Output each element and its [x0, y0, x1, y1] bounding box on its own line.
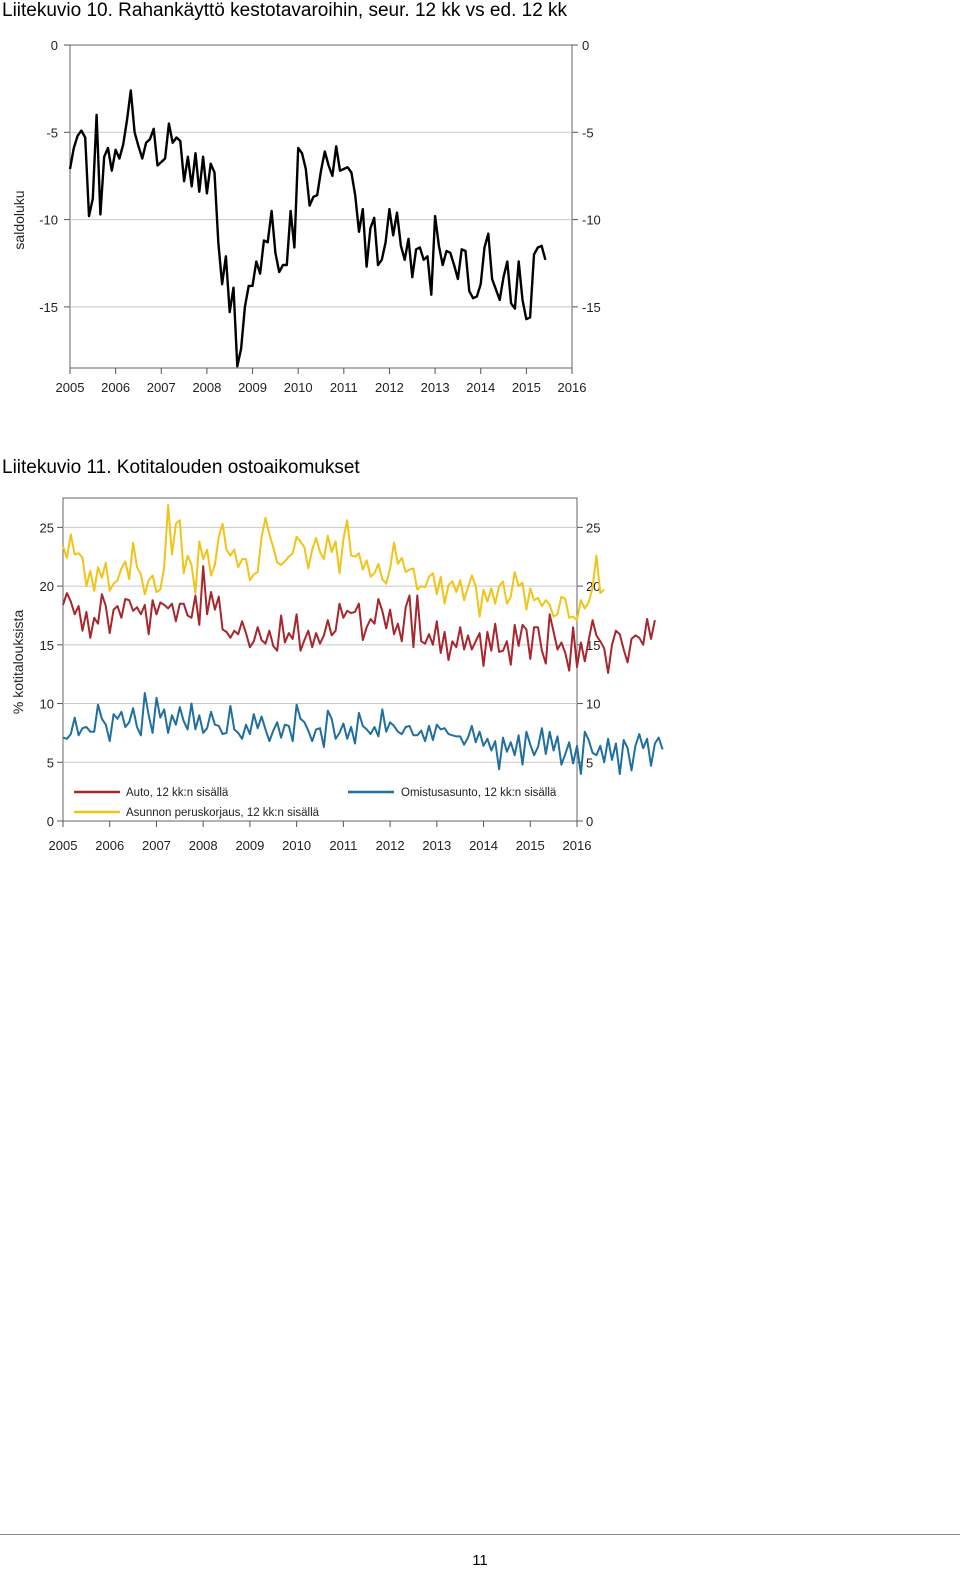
y-tick-labels-right: 0 -5 -10 -15 — [582, 38, 601, 315]
page-number: 11 — [472, 1552, 488, 1569]
y-tick-label: 0 — [51, 38, 58, 53]
x-tick-label: 2010 — [282, 838, 311, 853]
x-tick-label: 2005 — [49, 838, 78, 853]
plot-frame — [62, 497, 578, 822]
x-tick-label: 2010 — [284, 380, 313, 395]
y-tick-labels-left: 0 5 10 15 20 25 — [40, 520, 54, 829]
x-tick-label: 2015 — [512, 380, 541, 395]
y-tick-label: -5 — [582, 125, 594, 140]
y-tick-label: -10 — [39, 213, 58, 228]
x-tick-label: 2008 — [192, 380, 221, 395]
x-tick-labels: 2005 2006 2007 2008 2009 2010 2011 2012 2013 2014… — [49, 838, 592, 853]
tick-marks — [57, 526, 583, 827]
x-tick-label: 2013 — [421, 380, 450, 395]
x-tick-label: 2013 — [422, 838, 451, 853]
x-tick-label: 2016 — [558, 380, 587, 395]
series-line-asunnon-peruskorjaus — [62, 504, 605, 622]
y-tick-label: 0 — [47, 814, 54, 829]
x-tick-label: 2011 — [330, 380, 358, 395]
y-axis-title: % kotitalouksista — [10, 610, 26, 714]
x-tick-label: 2014 — [469, 838, 498, 853]
y-tick-label: -10 — [582, 213, 601, 228]
figure-10-title: Liitekuvio 10. Rahankäyttö kestotavaroih… — [2, 0, 568, 21]
series-line-omistusasunto — [62, 692, 664, 775]
y-tick-label: -5 — [46, 125, 58, 140]
tick-marks — [64, 44, 578, 374]
x-tick-label: 2009 — [238, 380, 267, 395]
y-tick-label: -15 — [582, 300, 601, 315]
x-tick-label: 2008 — [189, 838, 218, 853]
x-tick-label: 2015 — [516, 838, 545, 853]
x-tick-label: 2012 — [375, 380, 404, 395]
series-lines — [68, 89, 547, 368]
x-tick-label: 2006 — [101, 380, 130, 395]
y-tick-label: 25 — [586, 520, 600, 535]
y-tick-label: 0 — [582, 38, 589, 53]
y-tick-label: 0 — [586, 814, 593, 829]
y-tick-labels-left: 0 -5 -10 -15 — [39, 38, 58, 315]
x-tick-label: 2006 — [95, 838, 124, 853]
x-tick-label: 2014 — [466, 380, 495, 395]
y-tick-label: 10 — [40, 697, 54, 712]
y-tick-label: 25 — [40, 520, 54, 535]
series-lines — [62, 504, 664, 775]
x-tick-label: 2016 — [563, 838, 592, 853]
plot-frame — [69, 44, 573, 369]
figure-11-title: Liitekuvio 11. Kotitalouden ostoaikomuks… — [2, 457, 360, 478]
x-tick-label: 2007 — [142, 838, 171, 853]
series-line-saldoluku — [68, 89, 547, 368]
x-tick-label: 2009 — [235, 838, 264, 853]
x-tick-label: 2007 — [147, 380, 176, 395]
y-tick-label: 10 — [586, 697, 600, 712]
y-tick-label: 5 — [47, 755, 54, 770]
y-tick-label: 20 — [40, 579, 54, 594]
y-axis-title: saldoluku — [11, 190, 27, 249]
y-tick-label: 15 — [40, 638, 54, 653]
legend: Auto, 12 kk:n sisällä Omistusasunto, 12 … — [74, 787, 557, 819]
y-tick-label: 5 — [586, 755, 593, 770]
series-line-auto — [62, 565, 656, 674]
y-tick-label: -15 — [39, 300, 58, 315]
legend-label-auto: Auto, 12 kk:n sisällä — [126, 787, 229, 799]
x-tick-label: 2011 — [329, 838, 357, 853]
chart-liitekuvio-10: 0 -5 -10 -15 0 -5 -10 -15 2005 2006 2007 2008 2009… — [11, 38, 601, 395]
legend-label-peruskorjaus: Asunnon peruskorjaus, 12 kk:n sisällä — [126, 807, 320, 819]
x-tick-labels: 2005 2006 2007 2008 2009 2010 2011 2012 2013 2014… — [56, 380, 587, 395]
x-tick-label: 2005 — [56, 380, 85, 395]
x-tick-label: 2012 — [376, 838, 405, 853]
legend-label-omistusasunto: Omistusasunto, 12 kk:n sisällä — [401, 787, 557, 799]
y-tick-label: 15 — [586, 638, 600, 653]
footer-divider — [0, 1534, 960, 1535]
